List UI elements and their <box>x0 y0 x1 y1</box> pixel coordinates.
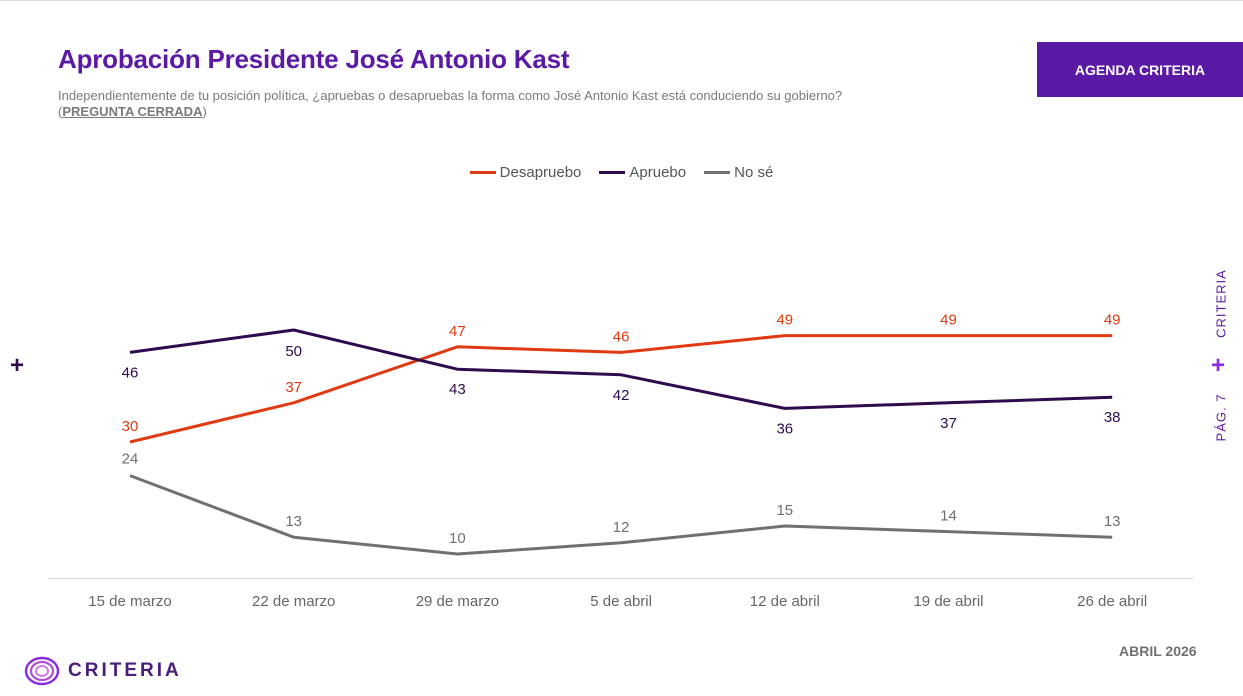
data-label-desapruebo: 46 <box>613 328 630 345</box>
left-plus-icon: + <box>10 352 25 379</box>
data-label-desapruebo: 37 <box>285 379 302 396</box>
criteria-logo: CRITERIA <box>24 656 182 686</box>
x-tick-label: 29 de marzo <box>416 593 499 610</box>
data-label-desapruebo: 47 <box>449 323 466 340</box>
data-label-apruebo: 43 <box>449 381 466 398</box>
legend-item-nose: No sé <box>704 164 773 181</box>
side-brand-label: CRITERIA <box>1213 269 1229 338</box>
series-line-desapruebo <box>129 334 1113 444</box>
legend-item-apruebo: Apruebo <box>599 164 686 181</box>
legend-item-desapruebo: Desapruebo <box>469 164 582 181</box>
x-tick-label: 12 de abril <box>750 593 820 610</box>
data-label-nose: 12 <box>613 519 630 536</box>
logo-text: CRITERIA <box>68 660 182 681</box>
legend-swatch-apruebo <box>599 171 626 174</box>
data-label-apruebo: 50 <box>285 343 302 360</box>
data-label-nose: 13 <box>1104 513 1121 530</box>
criteria-rings-icon <box>24 656 60 686</box>
x-tick-label: 5 de abril <box>590 593 652 610</box>
x-tick-label: 19 de abril <box>913 593 983 610</box>
x-tick-label: 26 de abril <box>1077 593 1147 610</box>
agenda-criteria-button[interactable]: AGENDA CRITERIA <box>1037 42 1243 97</box>
x-tick-label: 22 de marzo <box>252 593 335 610</box>
closed-question-tag: PREGUNTA CERRADA <box>62 104 203 119</box>
data-label-apruebo: 38 <box>1104 409 1121 426</box>
series-line-apruebo <box>129 328 1113 410</box>
subtitle-text: Independientemente de tu posición políti… <box>58 88 843 119</box>
data-label-nose: 13 <box>285 513 302 530</box>
data-label-apruebo: 37 <box>940 415 957 432</box>
data-label-nose: 14 <box>940 508 957 525</box>
subtitle-end: ) <box>202 104 207 119</box>
page-number-label: PÁG. 7 <box>1213 393 1229 442</box>
legend-label-desapruebo: Desapruebo <box>499 164 582 181</box>
page-title: Aprobación Presidente José Antonio Kast <box>58 44 570 74</box>
data-label-apruebo: 42 <box>613 387 630 404</box>
legend-label-apruebo: Apruebo <box>629 164 687 181</box>
data-label-desapruebo: 30 <box>122 418 139 435</box>
data-label-desapruebo: 49 <box>940 312 957 329</box>
right-plus-icon: + <box>1211 352 1226 379</box>
data-label-nose: 10 <box>449 530 466 547</box>
legend-swatch-desapruebo <box>469 171 496 174</box>
series-line-nose <box>129 474 1113 556</box>
legend-swatch-nose <box>704 171 731 174</box>
data-label-desapruebo: 49 <box>776 312 793 329</box>
chart-legend: Desapruebo Apruebo No sé <box>0 164 1243 181</box>
data-label-apruebo: 46 <box>122 364 139 381</box>
legend-label-nose: No sé <box>734 164 774 181</box>
data-label-nose: 15 <box>776 502 793 519</box>
data-label-desapruebo: 49 <box>1104 312 1121 329</box>
top-rule <box>0 0 1243 1</box>
question-subtitle: Independientemente de tu posición políti… <box>58 88 888 120</box>
data-label-apruebo: 36 <box>776 420 793 437</box>
report-date: ABRIL 2026 <box>1119 643 1197 659</box>
data-label-nose: 24 <box>122 451 139 468</box>
x-tick-label: 15 de marzo <box>88 593 171 610</box>
